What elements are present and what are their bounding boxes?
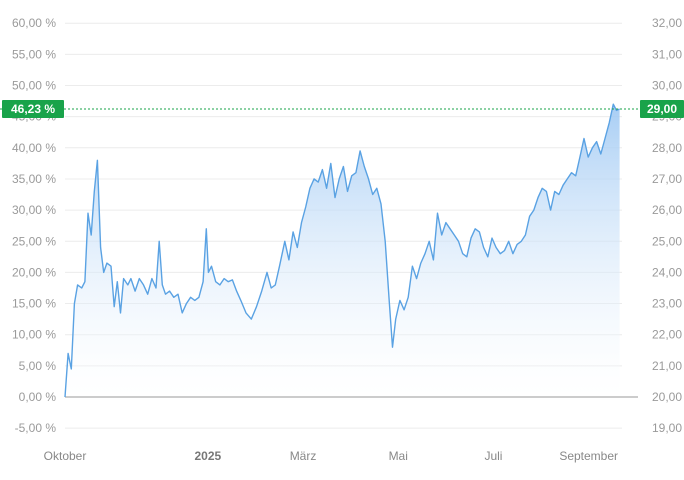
left-axis: 60,00 %55,00 %50,00 %45,00 %40,00 %35,00… bbox=[12, 16, 56, 435]
left-tick-label: 35,00 % bbox=[12, 172, 56, 186]
left-tick-label: 15,00 % bbox=[12, 297, 56, 311]
right-tick-label: 30,00 bbox=[652, 79, 682, 93]
x-tick-label: Oktober bbox=[44, 449, 87, 463]
series-layer bbox=[64, 103, 638, 398]
x-tick-label: März bbox=[290, 449, 317, 463]
left-tick-label: 0,00 % bbox=[19, 390, 57, 404]
left-tick-label: 20,00 % bbox=[12, 265, 56, 279]
right-tick-label: 22,00 bbox=[652, 328, 682, 342]
x-tick-label: 2025 bbox=[194, 449, 221, 463]
right-axis: 32,0031,0030,0029,0028,0027,0026,0025,00… bbox=[652, 16, 682, 435]
current-price-badge bbox=[640, 99, 684, 118]
x-tick-label: Mai bbox=[389, 449, 408, 463]
current-percent-label: 46,23 % bbox=[11, 102, 55, 116]
left-tick-label: 10,00 % bbox=[12, 328, 56, 342]
right-tick-label: 24,00 bbox=[652, 265, 682, 279]
current-price-label: 29,00 bbox=[647, 102, 677, 116]
right-tick-label: 23,00 bbox=[652, 297, 682, 311]
right-tick-label: 25,00 bbox=[652, 234, 682, 248]
right-tick-label: 26,00 bbox=[652, 203, 682, 217]
x-tick-label: Juli bbox=[484, 449, 502, 463]
left-tick-label: 25,00 % bbox=[12, 234, 56, 248]
left-tick-label: 40,00 % bbox=[12, 141, 56, 155]
current-percent-badge bbox=[2, 99, 64, 118]
left-tick-label: 50,00 % bbox=[12, 79, 56, 93]
left-tick-label: 60,00 % bbox=[12, 16, 56, 30]
x-axis: Oktober 2025 März Mai Juli September bbox=[44, 449, 618, 463]
series-area bbox=[65, 104, 620, 397]
series-line bbox=[64, 103, 620, 398]
right-tick-label: 27,00 bbox=[652, 172, 682, 186]
current-value-indicator: 46,23 % 29,00 bbox=[0, 99, 684, 118]
right-tick-label: 20,00 bbox=[652, 390, 682, 404]
left-tick-label: 5,00 % bbox=[19, 359, 57, 373]
left-tick-label: 30,00 % bbox=[12, 203, 56, 217]
left-tick-label: 55,00 % bbox=[12, 47, 56, 61]
right-tick-label: 21,00 bbox=[652, 359, 682, 373]
right-tick-label: 32,00 bbox=[652, 16, 682, 30]
x-tick-label: September bbox=[559, 449, 618, 463]
right-tick-label: 19,00 bbox=[652, 421, 682, 435]
right-tick-label: 31,00 bbox=[652, 47, 682, 61]
left-tick-label: -5,00 % bbox=[15, 421, 57, 435]
right-tick-label: 28,00 bbox=[652, 141, 682, 155]
